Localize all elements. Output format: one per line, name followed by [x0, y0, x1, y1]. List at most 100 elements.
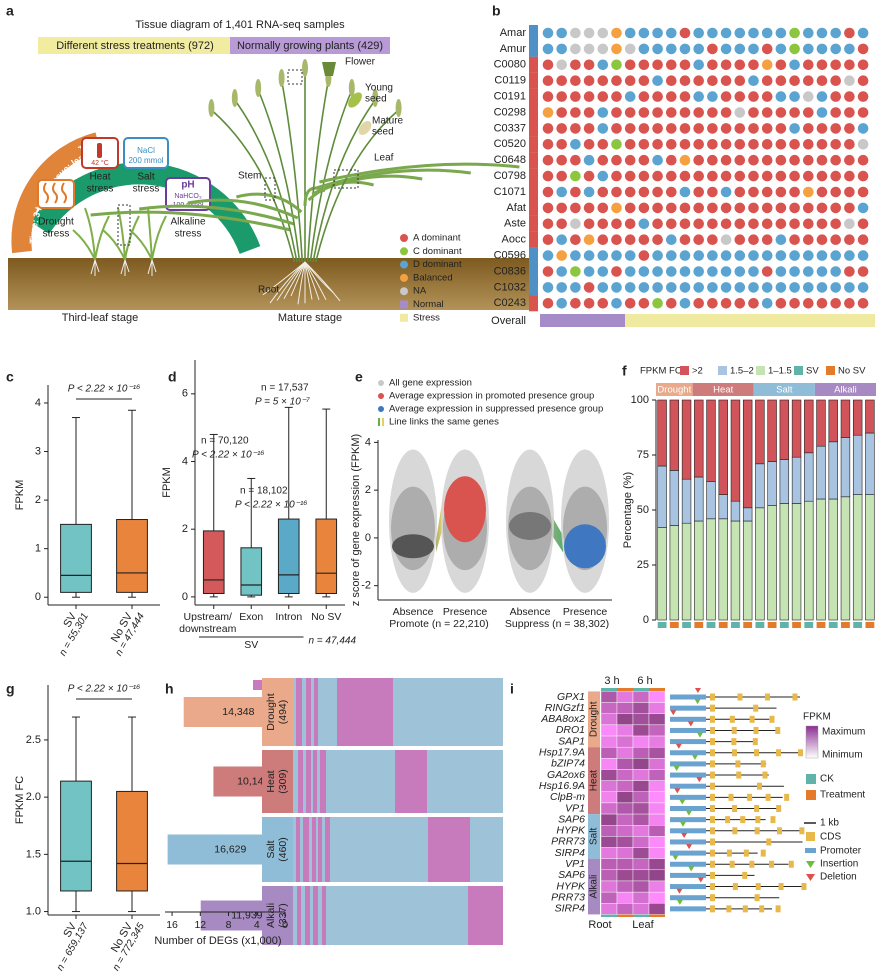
dot [734, 202, 746, 214]
dot [789, 218, 800, 230]
dot [583, 43, 595, 55]
dot [679, 202, 691, 214]
dot [775, 27, 787, 39]
dot [803, 107, 814, 118]
dot [679, 139, 691, 150]
dot [830, 186, 841, 198]
bar-segment [804, 399, 814, 454]
dot [830, 202, 841, 214]
dot [597, 123, 609, 134]
heat-stripe [313, 750, 317, 813]
cds [775, 726, 781, 734]
bar-segment [767, 505, 777, 621]
dot [761, 75, 773, 86]
legend-marker [806, 874, 815, 881]
dot [803, 123, 814, 134]
plant-leaf [311, 174, 423, 196]
promoter [670, 850, 706, 856]
stem [234, 99, 298, 263]
cds [798, 749, 804, 757]
dot [720, 202, 732, 214]
bar-segment [694, 399, 704, 478]
condition-strip [828, 622, 838, 628]
bar-segment [681, 399, 692, 480]
bar-segment [706, 481, 716, 520]
dot [748, 250, 759, 261]
dot [816, 123, 828, 134]
row-side [529, 184, 538, 200]
heat-cell [616, 891, 634, 904]
group-header [814, 383, 876, 396]
dot [611, 186, 622, 198]
cds [735, 760, 741, 768]
dot [583, 186, 595, 198]
dot [638, 266, 650, 277]
cds [742, 905, 748, 913]
dot [693, 298, 704, 309]
dot [666, 170, 677, 182]
gene-name: PRR73 [551, 836, 585, 848]
dot [597, 59, 609, 71]
dot [611, 107, 622, 118]
dot [611, 218, 622, 230]
panel-label: b [492, 3, 501, 19]
group-label-box [288, 678, 293, 746]
cds [710, 860, 715, 868]
dot [844, 170, 855, 182]
bar-segment [755, 507, 765, 621]
group-label: Drought [589, 701, 600, 737]
insertion [679, 799, 686, 805]
insertion [673, 766, 680, 772]
cds [725, 816, 731, 824]
row-label: Aste [504, 218, 526, 230]
dot [624, 91, 636, 102]
legend-label: C dominant [413, 246, 462, 257]
plant-leaf [236, 192, 303, 214]
dot [556, 202, 567, 214]
dot [624, 250, 636, 261]
label: 3 h [604, 675, 619, 687]
flower-icon [322, 62, 336, 76]
cds [778, 883, 784, 891]
dot [761, 43, 773, 55]
label: Leaf [632, 919, 654, 931]
dot [789, 298, 800, 309]
heat-cell [632, 713, 650, 726]
row-side [529, 56, 538, 73]
condition-strip [718, 622, 728, 628]
dot [857, 91, 869, 102]
group-label: Promote (n = 22,210) [389, 618, 489, 630]
root [276, 261, 306, 301]
dot [816, 139, 828, 150]
group-count: (309) [277, 769, 289, 794]
dot [803, 234, 814, 245]
dot [816, 202, 828, 214]
dot [830, 59, 841, 71]
gene-name: SIRP4 [555, 847, 586, 859]
dot [707, 282, 718, 293]
dot [720, 298, 732, 309]
banner [230, 37, 390, 54]
dot [707, 298, 718, 309]
group-label: Drought [657, 385, 691, 396]
seedling-root [120, 259, 130, 276]
seedling [72, 207, 110, 261]
cds [747, 793, 753, 801]
box [60, 780, 92, 892]
dot [844, 186, 855, 198]
heat-cell [632, 880, 650, 893]
dot [857, 107, 869, 118]
cds [732, 805, 738, 812]
dot [542, 75, 554, 86]
legend-dot [378, 380, 384, 386]
label: Heat [89, 172, 110, 183]
label: seed [372, 127, 394, 138]
legend-label: SV [806, 366, 819, 377]
promoter [670, 794, 706, 800]
gene-name: DRO1 [556, 724, 585, 736]
dot [652, 202, 663, 214]
cds [754, 749, 760, 757]
icon-box [123, 137, 169, 169]
dot [748, 154, 759, 166]
row-label: Afat [506, 202, 526, 214]
